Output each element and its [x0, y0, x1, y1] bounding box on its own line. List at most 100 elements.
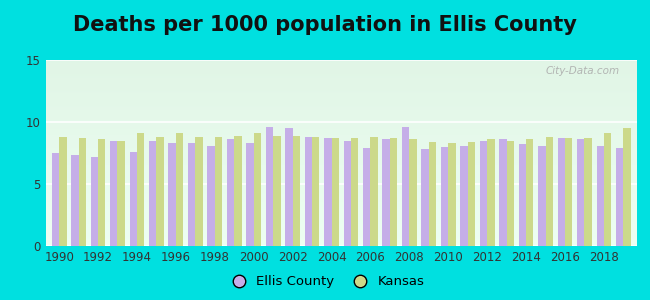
Bar [46, 218, 637, 219]
Bar [46, 160, 637, 161]
Bar [46, 88, 637, 89]
Bar [480, 141, 488, 246]
Bar [351, 138, 358, 246]
Bar [410, 140, 417, 246]
Bar [46, 103, 637, 104]
Bar [46, 159, 637, 160]
Bar [46, 215, 637, 216]
Bar [46, 102, 637, 103]
Bar [46, 242, 637, 243]
Bar [46, 71, 637, 72]
Bar [46, 99, 637, 100]
Bar [46, 112, 637, 113]
Bar [46, 191, 637, 192]
Bar [46, 89, 637, 90]
Bar [46, 170, 637, 171]
Bar [46, 174, 637, 175]
Bar [46, 143, 637, 144]
Bar [46, 164, 637, 165]
Bar [46, 188, 637, 189]
Bar [46, 219, 637, 220]
Bar [390, 138, 397, 246]
Bar [59, 137, 66, 246]
Bar [46, 241, 637, 242]
Bar [46, 138, 637, 139]
Bar [266, 127, 273, 246]
Bar [429, 142, 436, 246]
Bar [46, 147, 637, 148]
Bar [46, 198, 637, 199]
Bar [488, 140, 495, 246]
Bar [305, 137, 312, 246]
Bar [46, 139, 637, 140]
Bar [46, 175, 637, 176]
Bar [46, 150, 637, 151]
Bar [46, 243, 637, 244]
Bar [46, 200, 637, 201]
Bar [519, 144, 526, 246]
Bar [324, 138, 332, 246]
Bar [46, 145, 637, 146]
Bar [46, 183, 637, 184]
Bar [616, 148, 623, 246]
Bar [46, 240, 637, 241]
Bar [46, 161, 637, 162]
Bar [46, 211, 637, 212]
Bar [46, 82, 637, 83]
Bar [499, 140, 506, 246]
Bar [46, 234, 637, 235]
Bar [46, 120, 637, 122]
Bar [46, 158, 637, 159]
Bar [46, 134, 637, 135]
Bar [46, 181, 637, 182]
Bar [46, 160, 637, 161]
Bar [46, 78, 637, 79]
Bar [577, 140, 584, 246]
Bar [46, 192, 637, 193]
Bar [46, 197, 637, 198]
Bar [46, 85, 637, 86]
Bar [46, 193, 637, 194]
Bar [195, 137, 203, 246]
Bar [441, 147, 448, 246]
Bar [214, 137, 222, 246]
Bar [46, 68, 637, 69]
Bar [46, 76, 637, 77]
Bar [46, 114, 637, 115]
Bar [46, 237, 637, 238]
Bar [90, 157, 98, 246]
Bar [46, 79, 637, 80]
Bar [273, 136, 281, 246]
Bar [468, 142, 475, 246]
Bar [46, 166, 637, 167]
Legend: Ellis County, Kansas: Ellis County, Kansas [220, 270, 430, 293]
Bar [46, 196, 637, 197]
Bar [118, 141, 125, 246]
Bar [46, 119, 637, 120]
Bar [46, 223, 637, 224]
Bar [46, 108, 637, 109]
Bar [46, 105, 637, 106]
Bar [46, 149, 637, 150]
Bar [46, 140, 637, 141]
Bar [46, 189, 637, 190]
Bar [46, 151, 637, 152]
Bar [46, 123, 637, 124]
Bar [46, 167, 637, 168]
Bar [46, 144, 637, 145]
Bar [46, 148, 637, 149]
Bar [46, 156, 637, 157]
Bar [46, 173, 637, 174]
Bar [46, 91, 637, 92]
Bar [46, 118, 637, 119]
Bar [421, 149, 429, 246]
Bar [46, 152, 637, 153]
Bar [604, 133, 611, 246]
Bar [46, 74, 637, 75]
Bar [312, 137, 319, 246]
Bar [46, 107, 637, 108]
Bar [149, 141, 157, 246]
Bar [46, 227, 637, 228]
Bar [46, 207, 637, 208]
Bar [46, 128, 637, 129]
